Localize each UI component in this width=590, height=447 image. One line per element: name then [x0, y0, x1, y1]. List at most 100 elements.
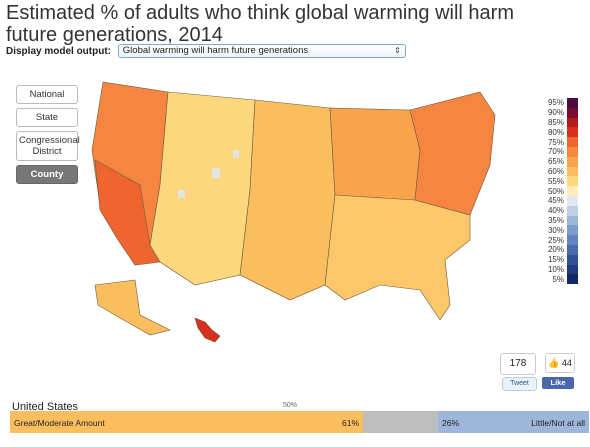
legend-label: 35%: [547, 215, 564, 225]
legend-row: 45%: [540, 195, 578, 206]
like-label: Like: [550, 378, 566, 387]
legend-swatch: [567, 127, 578, 138]
summary-region: United States: [12, 401, 79, 413]
region-alaska: [94, 279, 171, 336]
great-moderate-label: Great/Moderate Amount: [14, 418, 105, 428]
page-title: Estimated % of adults who think global w…: [6, 2, 514, 46]
neutral-segment: [363, 411, 438, 433]
little-not-at-all-segment: 26% Little/Not at all: [438, 411, 589, 433]
like-count-value: 44: [561, 358, 572, 368]
region-plains: [239, 99, 336, 301]
great-moderate-segment: Great/Moderate Amount 61%: [10, 411, 363, 433]
map-low-patch-1: [212, 168, 220, 178]
legend-label: 80%: [547, 127, 564, 137]
legend-swatch: [567, 176, 578, 187]
legend-label: 5%: [552, 274, 564, 284]
tweet-button[interactable]: Tweet: [502, 377, 537, 391]
legend-swatch: [567, 195, 578, 206]
legend-swatch: [567, 186, 578, 196]
legend-row: 80%: [540, 127, 578, 138]
select-arrows-icon: ⇕: [394, 46, 401, 55]
legend-swatch: [567, 225, 578, 236]
legend-label: 65%: [547, 157, 564, 167]
model-output-label: Display model output:: [6, 45, 111, 57]
region-hawaii: [194, 317, 221, 343]
model-output-row: Display model output: Global warming wil…: [6, 44, 406, 58]
legend-label: 20%: [547, 245, 564, 255]
state-button[interactable]: State: [16, 108, 78, 127]
legend-label: 70%: [547, 147, 564, 157]
legend-row: 85%: [540, 117, 578, 128]
legend-label: 15%: [547, 255, 564, 265]
legend-label: 40%: [547, 206, 564, 216]
great-moderate-value: 61%: [341, 418, 359, 428]
tweet-count: 178: [500, 353, 536, 375]
legend-label: 10%: [547, 264, 564, 274]
legend-row: 90%: [540, 107, 578, 118]
legend-row: 10%: [540, 264, 578, 275]
map-texture: [178, 150, 239, 198]
region-california: [94, 159, 161, 266]
legend-swatch: [567, 254, 578, 265]
summary-midpoint: 50%: [283, 402, 298, 409]
color-legend: 95% 90% 85% 80% 75% 70% 65% 60% 55% 50% 45% 40% 35% 3…: [540, 98, 578, 285]
legend-row: 15%: [540, 254, 578, 265]
legend-swatch: [567, 274, 578, 285]
little-not-at-all-value: 26%: [442, 418, 460, 428]
legend-swatch: [567, 98, 578, 108]
map-low-patch-3: [233, 150, 239, 158]
like-button[interactable]: Like: [542, 377, 574, 389]
legend-row: 65%: [540, 156, 578, 167]
congressional-district-button[interactable]: Congressional District: [16, 131, 80, 161]
legend-row: 70%: [540, 146, 578, 157]
model-output-value: Global warming will harm future generati…: [122, 45, 309, 56]
region-northeast: [409, 91, 496, 216]
legend-swatch: [567, 117, 578, 128]
geography-buttons: National State Congressional District Co…: [16, 85, 80, 188]
legend-row: 5%: [540, 274, 578, 285]
legend-label: 95%: [547, 98, 564, 108]
legend-swatch: [567, 244, 578, 255]
legend-label: 85%: [547, 117, 564, 127]
legend-label: 50%: [547, 186, 564, 196]
legend-label: 45%: [547, 196, 564, 206]
legend-swatch: [567, 205, 578, 216]
legend-row: 20%: [540, 244, 578, 255]
legend-row: 30%: [540, 225, 578, 236]
tweet-label: Tweet: [510, 380, 529, 387]
region-mountain-west: [149, 91, 256, 286]
legend-label: 30%: [547, 225, 564, 235]
model-output-select[interactable]: Global warming will harm future generati…: [117, 44, 406, 58]
legend-row: 95%: [540, 98, 578, 108]
legend-row: 75%: [540, 137, 578, 147]
legend-row: 40%: [540, 205, 578, 216]
national-button[interactable]: National: [16, 85, 78, 104]
thumbs-up-icon: 👍: [548, 358, 560, 368]
little-not-at-all-label: Little/Not at all: [531, 418, 585, 428]
legend-label: 75%: [547, 137, 564, 147]
legend-swatch: [567, 215, 578, 226]
summary-bar: Great/Moderate Amount 61% 26% Little/Not…: [10, 411, 589, 433]
legend-swatch: [567, 235, 578, 245]
legend-swatch: [567, 156, 578, 167]
legend-row: 50%: [540, 186, 578, 196]
legend-label: 55%: [547, 176, 564, 186]
legend-swatch: [567, 137, 578, 147]
legend-label: 90%: [547, 108, 564, 118]
legend-row: 60%: [540, 166, 578, 177]
legend-swatch: [567, 107, 578, 118]
like-count: 👍 44: [545, 353, 575, 373]
legend-swatch: [567, 166, 578, 177]
legend-row: 25%: [540, 235, 578, 245]
legend-label: 60%: [547, 166, 564, 176]
legend-row: 35%: [540, 215, 578, 226]
legend-swatch: [567, 264, 578, 275]
legend-swatch: [567, 146, 578, 157]
region-south: [324, 194, 471, 321]
legend-row: 55%: [540, 176, 578, 187]
map-low-patch-2: [178, 190, 185, 198]
county-button[interactable]: County: [16, 165, 78, 184]
legend-label: 25%: [547, 235, 564, 245]
map-regions: [91, 81, 496, 343]
